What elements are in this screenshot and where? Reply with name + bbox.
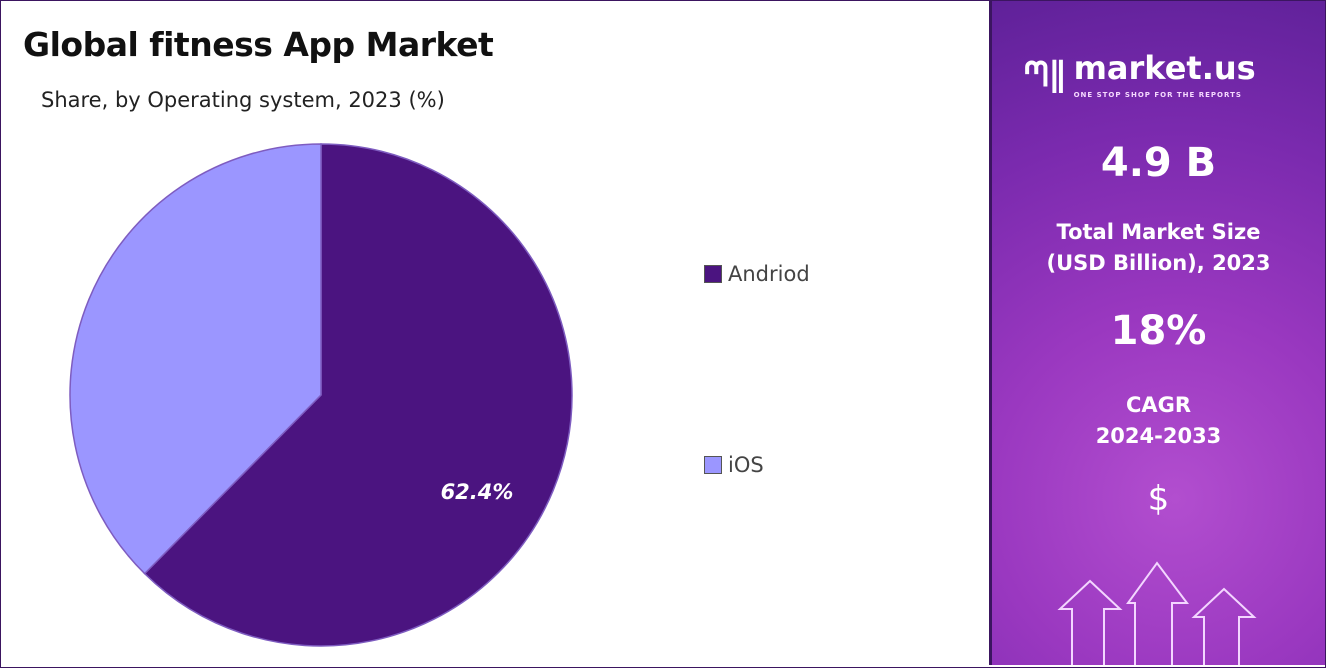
pie-slice-andriod: [143, 143, 573, 647]
dollar-icon: $: [1147, 479, 1170, 519]
pie-slice-ios: [69, 143, 322, 575]
chart-panel: Global fitness App Market Share, by Oper…: [1, 1, 992, 665]
chart-subtitle: Share, by Operating system, 2023 (%): [41, 88, 445, 112]
brand-logo: ᘉ∥ market.us ONE STOP SHOP FOR THE REPOR…: [1024, 49, 1256, 100]
summary-panel: ᘉ∥ market.us ONE STOP SHOP FOR THE REPOR…: [992, 1, 1325, 665]
growth-arrows-icon: [1057, 561, 1257, 665]
legend-label-ios: iOS: [728, 453, 764, 477]
legend-item-android: Andriod: [704, 261, 810, 287]
brand-name: market.us: [1073, 49, 1256, 87]
legend-label-android: Andriod: [728, 262, 810, 286]
cagr-value: 18%: [1110, 308, 1207, 354]
brand-tagline: ONE STOP SHOP FOR THE REPORTS: [1073, 91, 1242, 99]
pie-chart: 62.4%: [69, 143, 573, 647]
logo-icon: ᘉ∥: [1024, 54, 1066, 95]
cagr-label-1: CAGR: [1125, 393, 1192, 417]
market-size-value: 4.9 B: [1100, 140, 1217, 186]
legend-swatch-ios: [704, 456, 722, 474]
data-label-andriod: 62.4%: [441, 480, 514, 504]
market-size-label-2: (USD Billion), 2023: [1046, 251, 1271, 275]
chart-title: Global fitness App Market: [23, 25, 494, 64]
cagr-label-2: 2024-2033: [1095, 424, 1222, 448]
market-size-label-1: Total Market Size: [1056, 220, 1261, 244]
legend-swatch-android: [704, 265, 722, 283]
legend-item-ios: iOS: [704, 452, 764, 478]
